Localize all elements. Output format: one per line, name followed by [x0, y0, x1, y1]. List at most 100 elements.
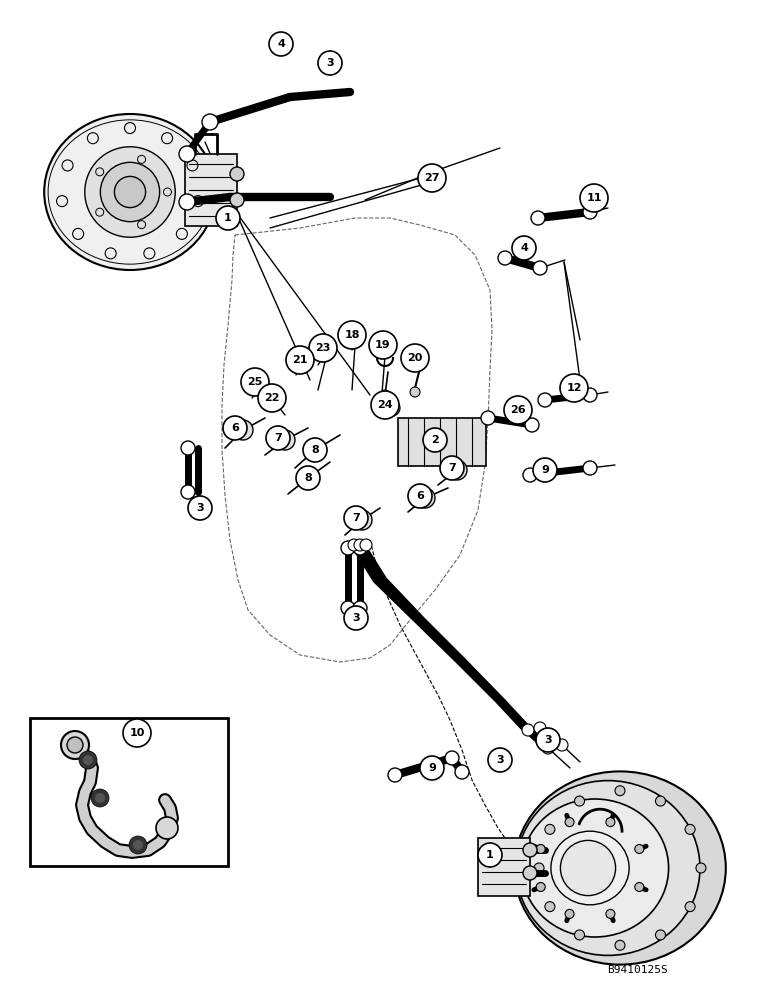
Text: 1: 1 [486, 850, 494, 860]
Circle shape [378, 343, 392, 357]
Text: 4: 4 [277, 39, 285, 49]
Circle shape [556, 739, 568, 751]
Ellipse shape [551, 831, 629, 905]
Circle shape [423, 428, 447, 452]
Circle shape [445, 751, 459, 765]
Circle shape [534, 722, 546, 734]
Circle shape [583, 388, 597, 402]
Text: B9410125S: B9410125S [608, 965, 669, 975]
Text: 7: 7 [274, 433, 282, 443]
Circle shape [230, 167, 244, 181]
Text: 9: 9 [541, 465, 549, 475]
Circle shape [286, 346, 314, 374]
Circle shape [83, 755, 93, 765]
Text: 6: 6 [231, 423, 239, 433]
Circle shape [538, 393, 552, 407]
Circle shape [348, 539, 360, 551]
Circle shape [133, 840, 143, 850]
Text: 3: 3 [544, 735, 552, 745]
Circle shape [298, 468, 318, 488]
Circle shape [455, 765, 469, 779]
Circle shape [440, 456, 464, 480]
Circle shape [123, 719, 151, 747]
Text: 25: 25 [247, 377, 262, 387]
Circle shape [522, 724, 534, 736]
Circle shape [266, 426, 290, 450]
Circle shape [371, 391, 399, 419]
Circle shape [606, 909, 615, 918]
Circle shape [216, 206, 240, 230]
Text: 23: 23 [315, 343, 330, 353]
Bar [185, 154, 237, 226]
Circle shape [79, 751, 97, 769]
Ellipse shape [44, 114, 216, 270]
Circle shape [303, 438, 327, 462]
Circle shape [348, 333, 362, 347]
Circle shape [512, 236, 536, 260]
Circle shape [188, 496, 212, 520]
Circle shape [91, 789, 109, 807]
Circle shape [401, 344, 429, 372]
Circle shape [523, 843, 537, 857]
Circle shape [85, 147, 175, 237]
Text: 3: 3 [496, 755, 504, 765]
Circle shape [181, 441, 195, 455]
Circle shape [523, 866, 537, 880]
Circle shape [258, 384, 286, 412]
Circle shape [223, 416, 247, 440]
Circle shape [360, 539, 372, 551]
Circle shape [369, 331, 397, 359]
Ellipse shape [514, 771, 726, 965]
Text: 20: 20 [408, 353, 423, 363]
Text: 4: 4 [520, 243, 528, 253]
Circle shape [181, 485, 195, 499]
Circle shape [685, 902, 695, 912]
Circle shape [341, 541, 355, 555]
Circle shape [269, 32, 293, 56]
Circle shape [353, 541, 367, 555]
Text: 22: 22 [264, 393, 279, 403]
Circle shape [542, 742, 554, 754]
Circle shape [415, 488, 435, 508]
Circle shape [338, 321, 366, 349]
Circle shape [498, 251, 512, 265]
Circle shape [447, 460, 467, 480]
Circle shape [533, 261, 547, 275]
Text: 18: 18 [344, 330, 360, 340]
Circle shape [319, 345, 333, 359]
Circle shape [565, 818, 574, 827]
Circle shape [341, 601, 355, 615]
Circle shape [488, 748, 512, 772]
Text: 21: 21 [293, 355, 308, 365]
Text: 11: 11 [586, 193, 601, 203]
Bar [398, 418, 486, 466]
Text: 3: 3 [196, 503, 204, 513]
Circle shape [129, 836, 147, 854]
Circle shape [534, 863, 544, 873]
Circle shape [574, 930, 584, 940]
Circle shape [545, 902, 555, 912]
Circle shape [296, 357, 310, 371]
Circle shape [536, 728, 560, 752]
Circle shape [615, 786, 625, 796]
Circle shape [380, 390, 390, 400]
Circle shape [114, 176, 146, 208]
Circle shape [583, 461, 597, 475]
Circle shape [635, 844, 644, 853]
Circle shape [67, 737, 83, 753]
Circle shape [179, 194, 195, 210]
Text: 2: 2 [431, 435, 438, 445]
Text: 3: 3 [352, 613, 360, 623]
Text: 9: 9 [428, 763, 436, 773]
Bar [30, 718, 228, 866]
Circle shape [655, 796, 665, 806]
Circle shape [309, 334, 337, 362]
Text: 7: 7 [448, 463, 456, 473]
Circle shape [583, 205, 597, 219]
Circle shape [525, 418, 539, 432]
Circle shape [537, 883, 545, 892]
Circle shape [606, 818, 615, 827]
Circle shape [685, 824, 695, 834]
Circle shape [523, 468, 537, 482]
Circle shape [95, 793, 105, 803]
